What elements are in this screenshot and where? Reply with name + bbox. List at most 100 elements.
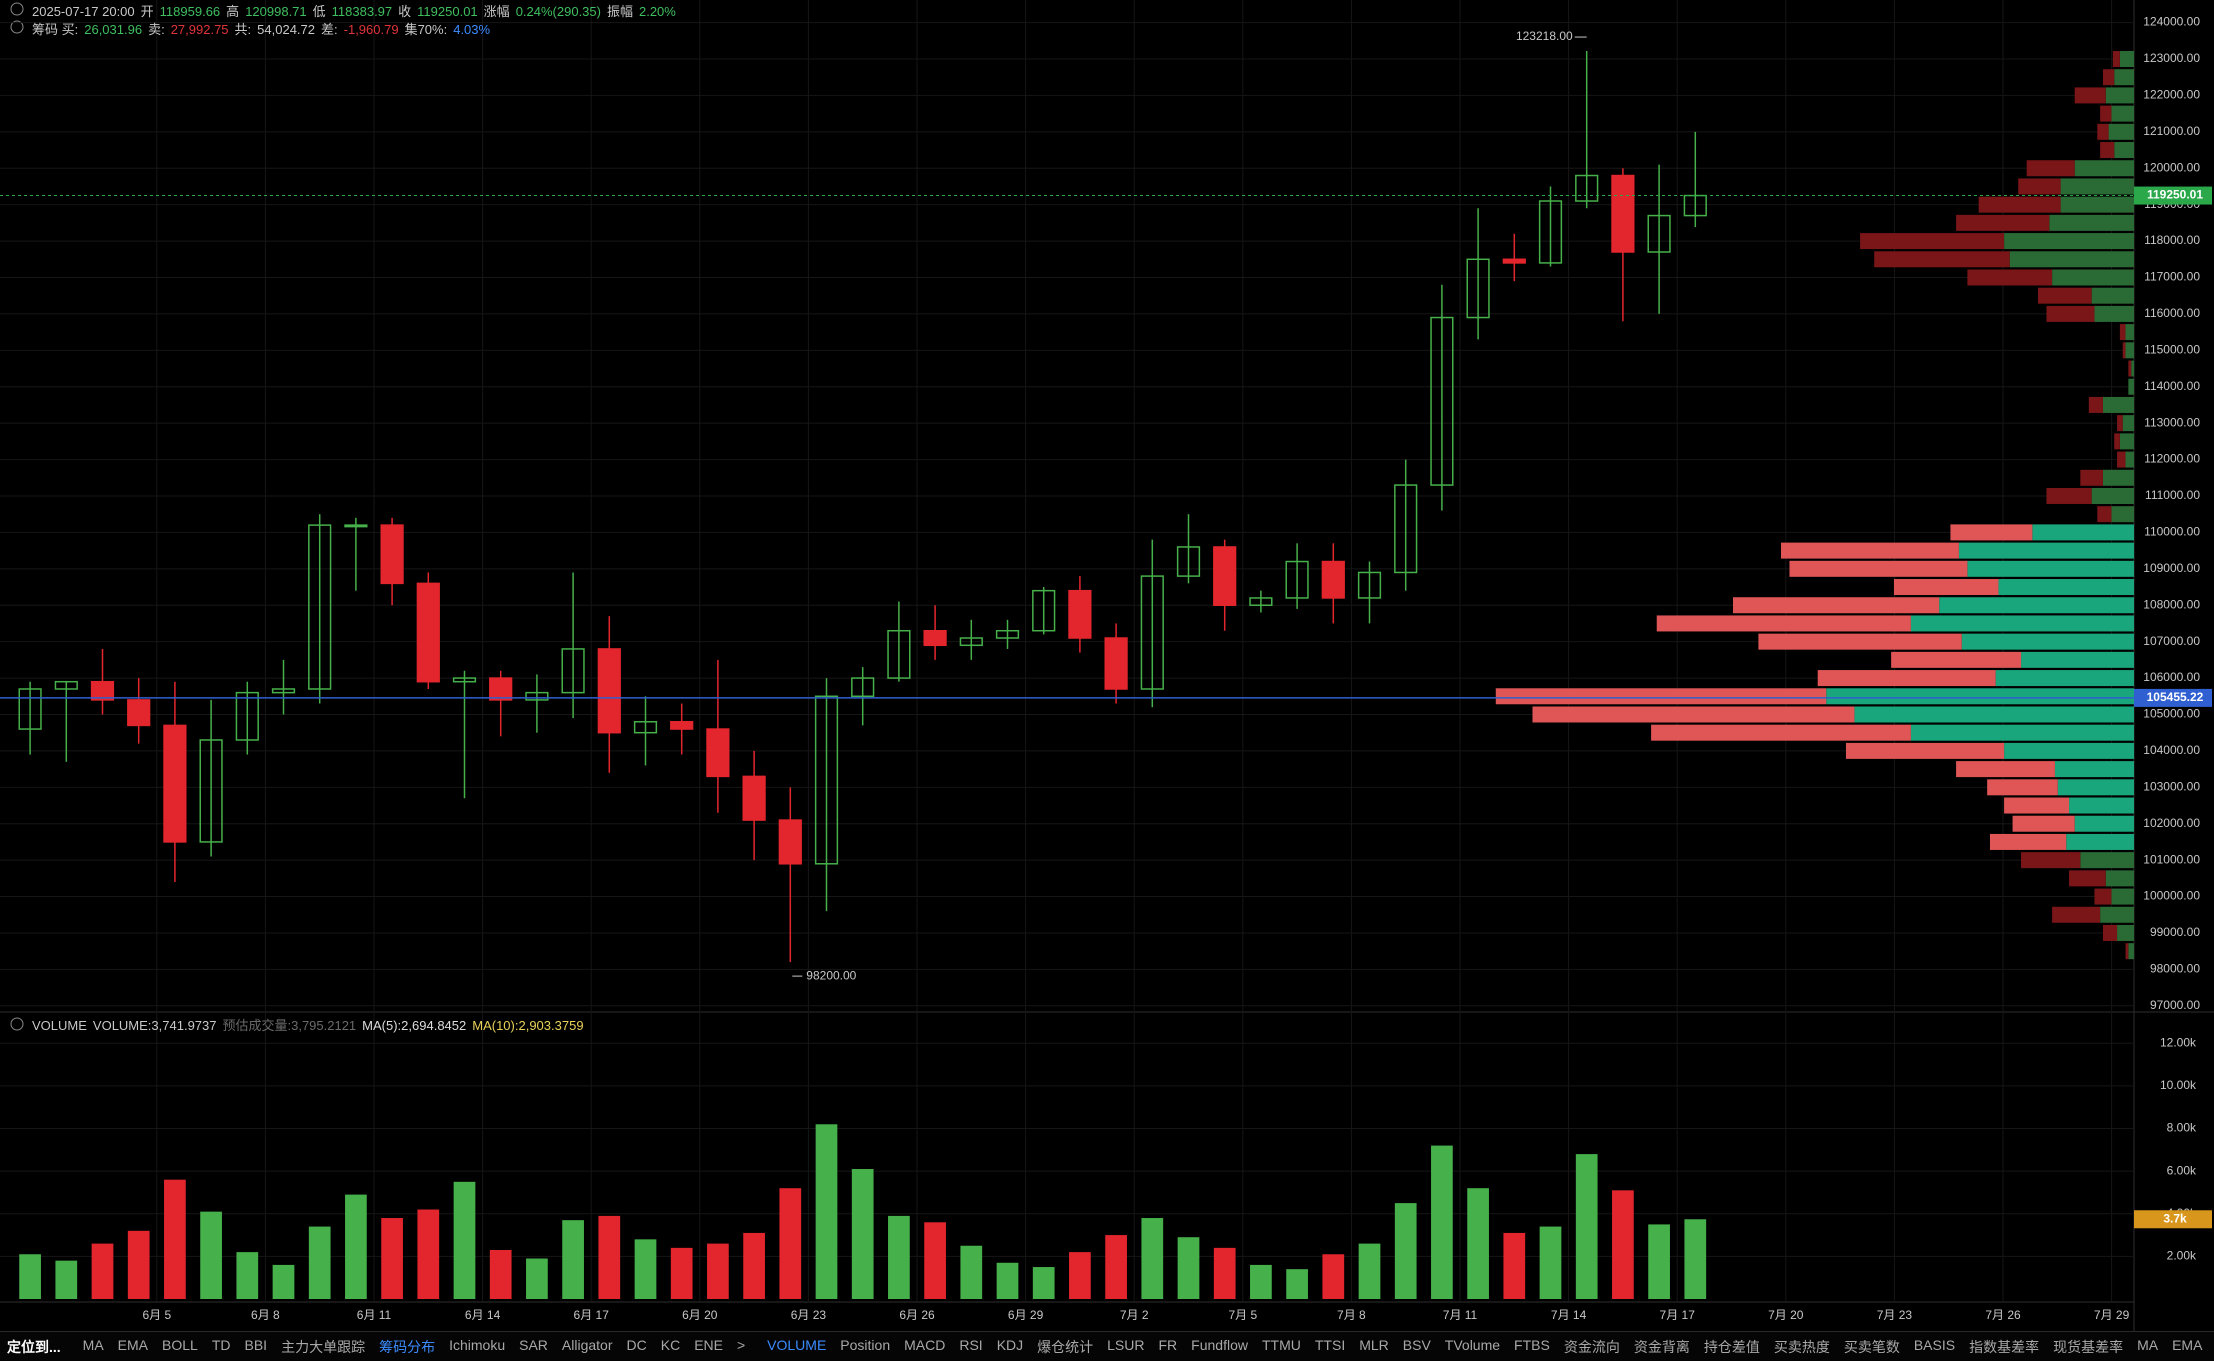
profile-buy <box>2069 797 2134 814</box>
candle-body <box>959 637 983 647</box>
toolbar-item[interactable]: MA <box>2137 1337 2159 1353</box>
profile-buy <box>2125 451 2134 468</box>
toolbar-item[interactable]: TTSI <box>1314 1337 1346 1353</box>
volume-bar <box>1684 1219 1707 1299</box>
high-annotation: 123218.00 <box>1516 29 1573 43</box>
volume-bar <box>1141 1218 1164 1299</box>
candle-body <box>1068 589 1092 639</box>
y-tick-label: 110000.00 <box>2144 525 2200 539</box>
profile-sell <box>1532 706 1855 723</box>
toolbar-item[interactable]: 买卖热度 <box>1773 1339 1830 1355</box>
candle-body <box>1430 316 1454 486</box>
volume-bar <box>562 1220 584 1299</box>
toolbar-item[interactable]: 买卖笔数 <box>1843 1339 1900 1355</box>
profile-sell <box>1789 560 1968 577</box>
toolbar-item[interactable]: VOLUME <box>767 1337 827 1353</box>
candle-body <box>1140 575 1164 690</box>
toolbar-item[interactable]: FTBS <box>1514 1337 1550 1353</box>
toolbar-item[interactable]: EMA <box>117 1337 149 1353</box>
toolbar-item[interactable]: KDJ <box>996 1337 1024 1353</box>
x-tick-label: 7月 23 <box>1877 1308 1913 1322</box>
volume-bar <box>1467 1188 1489 1299</box>
toolbar-item[interactable]: Ichimoku <box>449 1337 506 1353</box>
toolbar-item[interactable]: RSI <box>959 1337 983 1353</box>
candle-body <box>814 695 839 865</box>
volume-info: VOLUME VOLUME:3,741.9737 预估成交量:3,795.2121 M… <box>32 1015 590 1034</box>
toolbar-item[interactable]: BBI <box>244 1337 268 1353</box>
chart: 124000.00 123000.00 122000.00 121000.00 1200… <box>0 0 2214 1331</box>
x-tick-label: 6月 5 <box>142 1308 171 1322</box>
profile-sell <box>2100 142 2115 159</box>
toolbar-item[interactable]: ENE <box>694 1337 723 1353</box>
toggle-icon[interactable] <box>10 2 24 16</box>
toolbar-item[interactable]: Fundflow <box>1191 1337 1248 1353</box>
profile-buy <box>1998 579 2134 596</box>
toolbar-item[interactable]: BOLL <box>162 1337 198 1353</box>
toolbar-item[interactable]: MLR <box>1359 1337 1389 1353</box>
toolbar-item[interactable]: 资金背离 <box>1633 1339 1690 1355</box>
volume-bar <box>1177 1237 1200 1299</box>
profile-sell <box>2119 324 2126 341</box>
toolbar-item[interactable]: 爆仓统计 <box>1037 1339 1094 1355</box>
volume-bar <box>236 1252 259 1299</box>
info-text: MA(5):2,694.8452 <box>362 1018 467 1033</box>
toolbar-item[interactable]: TD <box>211 1337 231 1353</box>
x-tick-label: 7月 14 <box>1551 1308 1587 1322</box>
profile-buy <box>2004 233 2134 250</box>
toolbar-item[interactable]: 持仓差值 <box>1703 1339 1760 1355</box>
candle-body <box>90 680 115 701</box>
toolbar-item[interactable]: > <box>736 1337 746 1353</box>
volume-bar <box>1213 1247 1236 1299</box>
toolbar-item[interactable]: FR <box>1158 1337 1178 1353</box>
locate-button[interactable]: 定位到... <box>7 1339 61 1355</box>
toolbar-item[interactable]: BASIS <box>1913 1337 1956 1353</box>
info-text: VOLUME <box>32 1018 87 1033</box>
profile-sell <box>2046 305 2095 322</box>
y-tick-label: 107000.00 <box>2143 634 2200 648</box>
x-tick-label: 7月 11 <box>1443 1308 1478 1322</box>
toolbar-item[interactable]: KC <box>660 1337 681 1353</box>
profile-sell <box>1495 688 1827 705</box>
toolbar-item[interactable]: TTMU <box>1261 1337 1301 1353</box>
toolbar-item[interactable]: TVolume <box>1444 1337 1501 1353</box>
y-tick-label: 101000.00 <box>2143 852 2200 866</box>
toolbar-item[interactable]: SAR <box>519 1337 548 1353</box>
info-text: 涨幅 <box>483 4 510 19</box>
volume-bar <box>345 1194 367 1299</box>
profile-sell <box>1967 269 2053 286</box>
profile-sell <box>1989 833 2067 850</box>
toolbar-item[interactable]: DC <box>626 1337 647 1353</box>
profile-buy <box>2117 924 2134 941</box>
profile-buy <box>2021 651 2134 668</box>
toolbar-item[interactable]: Alligator <box>561 1337 613 1353</box>
toolbar-item[interactable]: MACD <box>904 1337 946 1353</box>
info-text: 26,031.96 <box>84 22 143 37</box>
toolbar-item[interactable]: 主力大单跟踪 <box>281 1339 366 1355</box>
candle-body <box>1357 571 1382 599</box>
profile-buy <box>2074 160 2134 177</box>
volume-bar <box>924 1222 946 1299</box>
profile-buy <box>2108 123 2134 140</box>
toolbar-item[interactable]: 筹码分布 <box>379 1339 436 1355</box>
last-price-box <box>2134 186 2212 205</box>
volume-bar <box>200 1211 222 1299</box>
info-text: 振幅 <box>606 4 633 19</box>
profile-sell <box>1891 651 2022 668</box>
volume-bar <box>707 1243 729 1299</box>
profile-buy <box>2128 943 2134 960</box>
volume-bar <box>1322 1254 1345 1299</box>
toolbar-item[interactable]: LSUR <box>1107 1337 1145 1353</box>
toolbar-item[interactable]: 指数基差率 <box>1969 1339 2040 1355</box>
candle-body <box>706 728 730 778</box>
toggle-icon[interactable] <box>10 20 24 34</box>
toolbar-item[interactable]: EMA <box>2172 1337 2203 1353</box>
profile-sell <box>2074 87 2106 104</box>
toolbar-item[interactable]: 资金流向 <box>1563 1339 1620 1355</box>
toggle-icon[interactable] <box>10 1017 24 1031</box>
info-text: 卖: <box>148 22 165 37</box>
toolbar-item[interactable]: BSV <box>1402 1337 1431 1353</box>
toolbar-item[interactable]: 现货基差率 <box>2053 1339 2124 1355</box>
toolbar-item[interactable]: MA <box>82 1337 104 1353</box>
toolbar-item[interactable]: Position <box>840 1337 891 1353</box>
y-tick-label: 104000.00 <box>2143 743 2200 757</box>
